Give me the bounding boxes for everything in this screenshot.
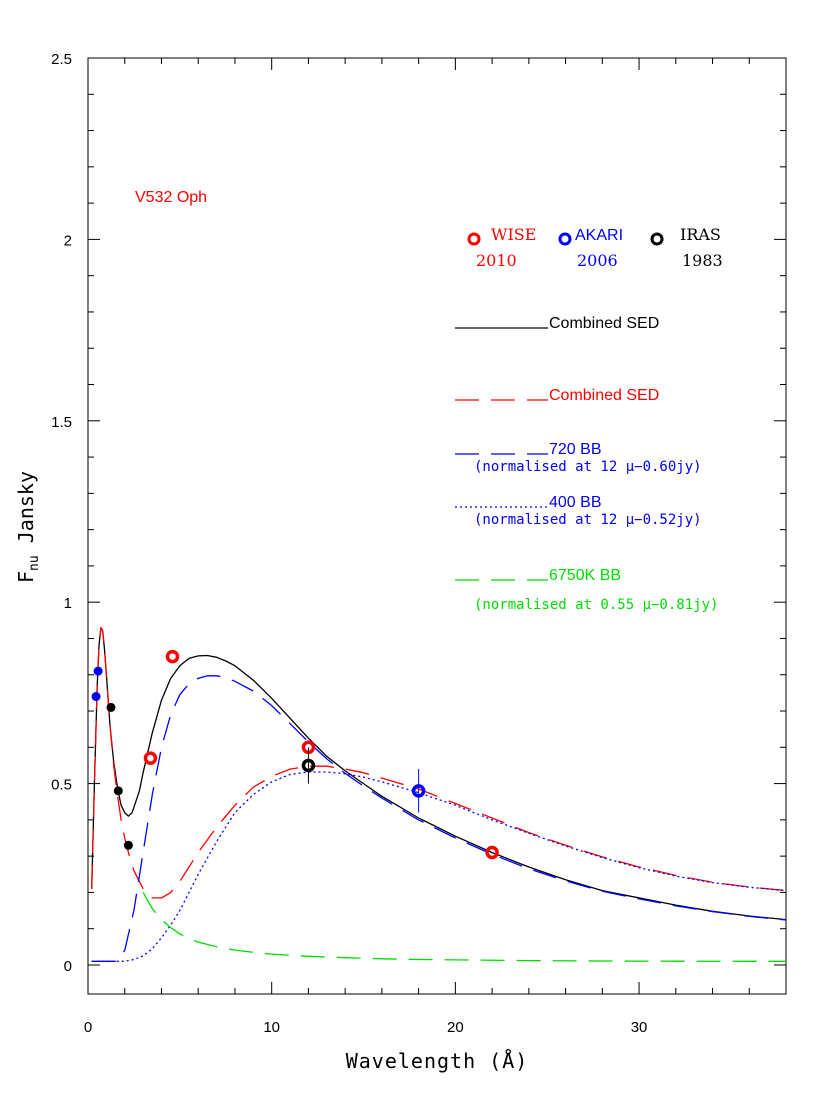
- y-axis-label: Fnu Jansky: [14, 471, 42, 583]
- y-tick-label: 1: [64, 595, 72, 612]
- filled-black-point: [113, 786, 123, 796]
- filled-blue-point: [91, 692, 101, 702]
- series-line-4: [142, 892, 786, 962]
- y-tick-label: 0: [64, 958, 72, 975]
- series-line-0: [91, 626, 786, 921]
- data-points: [91, 649, 499, 860]
- filled-black-point: [123, 840, 133, 850]
- legend-line-label-1: Combined SED: [549, 387, 659, 404]
- plot-frame: [87, 57, 787, 995]
- x-axis-label: Wavelength (Å): [346, 1049, 529, 1073]
- legend-iras-marker: [650, 232, 664, 246]
- x-tick-label: 0: [84, 1019, 92, 1036]
- legend-akari-marker: [558, 232, 572, 246]
- wise-point: [165, 649, 180, 664]
- y-axis-label-text: Fnu Jansky: [14, 471, 42, 583]
- x-tick-label: 20: [447, 1019, 464, 1036]
- y-tick-label: 1.5: [51, 414, 72, 431]
- legend-wise-name: WISE: [491, 225, 536, 244]
- object-label: V532 Oph: [135, 189, 207, 206]
- y-tick-label: 2: [64, 232, 72, 249]
- line-legend: Combined SED Combined SED 720 BB (normal…: [455, 315, 718, 613]
- akari-point: [411, 784, 426, 798]
- y-axis-label-sub: nu: [27, 555, 42, 571]
- series-line-2: [91, 675, 786, 962]
- legend-line-label-2: 720 BB: [549, 441, 601, 458]
- legend-iras-year: 1983: [682, 251, 723, 270]
- wise-point: [485, 845, 499, 860]
- series-line-3: [91, 771, 786, 962]
- x-tick-label: 30: [631, 1019, 648, 1036]
- y-tick-labels: 0 0.5 1 1.5 2 2.5: [51, 51, 72, 975]
- legend-akari-name: AKARI: [575, 227, 623, 244]
- y-axis-label-rest: Jansky: [14, 471, 38, 555]
- iras-point: [301, 758, 316, 773]
- legend-iras-name: IRAS: [680, 225, 721, 244]
- legend-line-note-4: (normalised at 0.55 μ−0.81jy): [474, 597, 718, 613]
- y-axis-label-main: F: [14, 571, 38, 583]
- y-tick-label: 2.5: [51, 51, 72, 68]
- legend-line-note-3: (normalised at 12 μ−0.52jy): [474, 512, 702, 528]
- series-line-1: [91, 626, 786, 899]
- wise-point: [143, 751, 158, 765]
- model-curves: [91, 626, 786, 962]
- legend-wise-year: 2010: [476, 251, 517, 270]
- legend-akari-year: 2006: [577, 251, 618, 270]
- y-tick-label: 0.5: [51, 777, 72, 794]
- legend-line-label-4: 6750K BB: [549, 567, 621, 584]
- filled-blue-point: [93, 666, 103, 676]
- filled-black-point: [106, 702, 116, 712]
- legend-line-label-0: Combined SED: [549, 315, 659, 332]
- axis-ticks: [87, 57, 787, 994]
- legend-line-label-3: 400 BB: [549, 494, 601, 511]
- point-legend: WISE 2010 AKARI 2006 IRAS 1983: [467, 225, 723, 270]
- x-tick-label: 10: [263, 1019, 280, 1036]
- x-tick-labels: 0 10 20 30: [84, 1019, 648, 1036]
- legend-wise-marker: [467, 232, 481, 246]
- legend-line-note-2: (normalised at 12 μ−0.60jy): [474, 459, 702, 475]
